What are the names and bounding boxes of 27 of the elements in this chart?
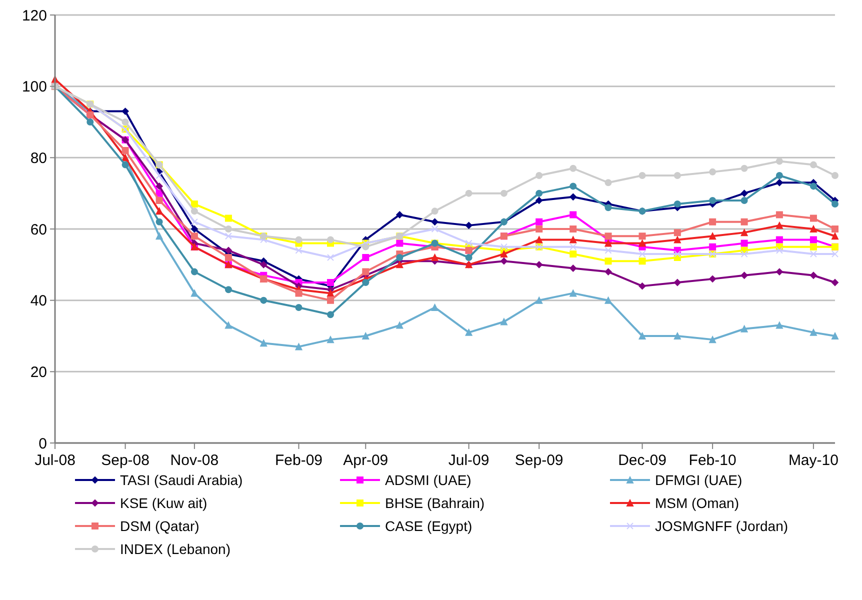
legend-label: KSE (Kuw ait): [120, 494, 208, 511]
y-tick-label: 40: [30, 292, 47, 310]
x-tick-label: Dec-09: [618, 452, 666, 469]
y-tick-label: 80: [30, 150, 47, 167]
x-tick-label: May-10: [788, 452, 838, 469]
legend-label: JOSMGNFF (Jordan): [655, 518, 788, 534]
x-tick-label: Apr-09: [343, 452, 388, 469]
legend-label: MSM (Oman): [655, 494, 739, 511]
legend-label: TASI (Saudi Arabia): [120, 472, 243, 488]
legend-label: CASE (Egypt): [385, 518, 472, 534]
x-tick-label: Feb-10: [688, 452, 736, 469]
y-tick-label: 60: [30, 221, 47, 238]
legend-label: DSM (Qatar): [120, 518, 200, 534]
x-tick-label: Sep-08: [101, 452, 150, 469]
y-tick-label: 0: [38, 435, 47, 452]
x-tick-label: Sep-09: [514, 452, 564, 469]
y-tick-label: 100: [22, 78, 47, 96]
legend-label: ADSMI (UAE): [385, 472, 472, 488]
x-tick-label: Jul-08: [34, 452, 76, 469]
legend-label: DFMGI (UAE): [655, 472, 742, 488]
x-tick-label: Jul-09: [448, 452, 490, 469]
y-tick-label: 20: [30, 364, 47, 381]
x-tick-label: Nov-08: [170, 452, 219, 469]
legend-label: INDEX (Lebanon): [120, 540, 231, 557]
y-tick-label: 120: [22, 7, 47, 24]
legend-label: BHSE (Bahrain): [385, 494, 485, 511]
x-tick-label: Feb-09: [274, 452, 323, 469]
